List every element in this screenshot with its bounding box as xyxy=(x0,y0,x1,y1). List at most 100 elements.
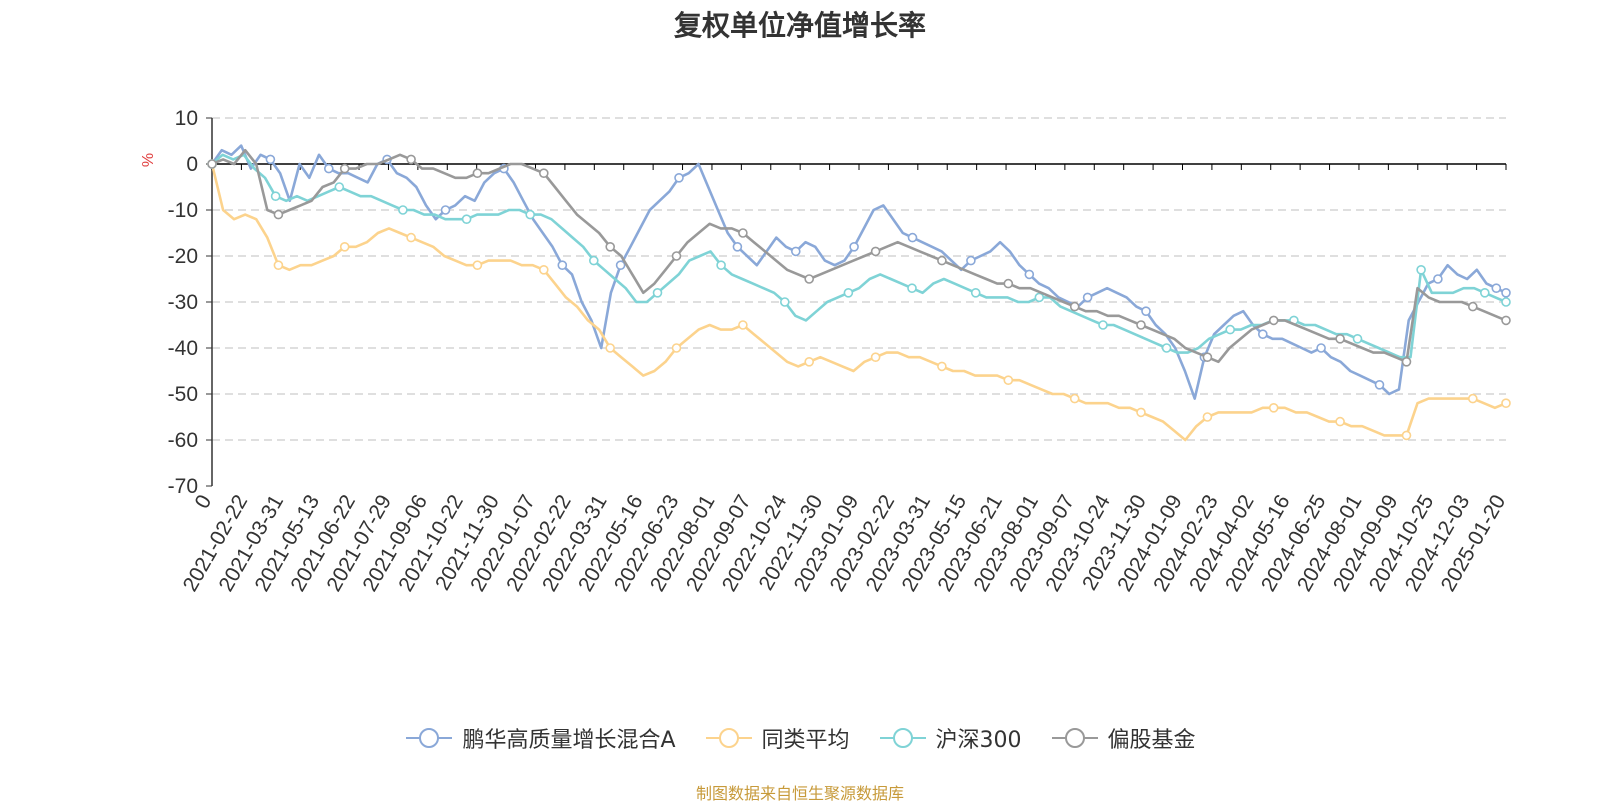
series-point xyxy=(966,255,976,266)
series-point xyxy=(1003,375,1014,386)
series-point xyxy=(1433,274,1443,284)
series-point xyxy=(870,246,881,257)
series-point xyxy=(406,232,416,243)
series-point xyxy=(804,356,815,367)
series-point xyxy=(1416,264,1426,275)
series-point xyxy=(1468,393,1478,404)
series-point xyxy=(843,287,854,298)
series-point xyxy=(1335,333,1345,344)
series-point xyxy=(334,182,345,192)
series-point xyxy=(738,320,748,330)
series-point xyxy=(1401,356,1412,367)
series-point xyxy=(671,251,682,261)
series-point xyxy=(1501,315,1511,326)
y-tick-label: -30 xyxy=(168,291,198,314)
series-point xyxy=(461,214,472,224)
y-tick-label: -40 xyxy=(168,337,198,360)
series-point xyxy=(1202,352,1213,363)
series-point xyxy=(1141,306,1151,317)
series-point xyxy=(273,260,284,271)
series-point xyxy=(1069,301,1080,312)
series-point xyxy=(1335,416,1345,427)
series-lines xyxy=(207,144,1511,442)
series-point xyxy=(907,232,918,243)
series-point xyxy=(1136,407,1146,418)
legend-item[interactable]: 沪深300 xyxy=(878,722,1022,754)
series-point xyxy=(937,361,947,372)
legend-item[interactable]: 偏股基金 xyxy=(1050,722,1196,754)
series-point xyxy=(732,242,743,252)
series-point xyxy=(1401,430,1412,441)
series-point xyxy=(849,242,859,252)
legend-swatch-icon xyxy=(406,728,453,748)
series-point xyxy=(937,255,947,266)
series-point xyxy=(779,297,790,307)
source-note: 制图数据来自恒生聚源数据库 xyxy=(695,784,904,803)
series-line xyxy=(210,163,1507,442)
legend-swatch-icon xyxy=(705,728,752,748)
series-point xyxy=(207,159,217,169)
y-tick-label: -10 xyxy=(168,199,198,222)
legend-label: 鹏华高质量增长混合A xyxy=(462,728,676,753)
series-point xyxy=(790,246,801,257)
series-point xyxy=(1258,329,1268,340)
legend-swatch-icon xyxy=(1051,728,1098,748)
series-point xyxy=(1202,412,1213,422)
series-point xyxy=(1501,287,1511,298)
y-tick-label: -20 xyxy=(168,245,198,268)
series-point xyxy=(1034,292,1045,303)
series-point xyxy=(605,242,616,252)
series-point xyxy=(1024,269,1035,280)
series-point xyxy=(1316,343,1326,353)
series-point xyxy=(588,255,599,266)
legend-item[interactable]: 同类平均 xyxy=(704,722,850,754)
chart-title: 复权单位净值增长率 xyxy=(673,9,926,42)
legend-label: 同类平均 xyxy=(761,728,850,753)
x-tick-label: 0 xyxy=(191,491,217,513)
series-point xyxy=(1225,324,1235,335)
series-point xyxy=(716,260,726,271)
series-point xyxy=(440,205,451,215)
series-point xyxy=(323,163,334,174)
series-point xyxy=(970,287,981,298)
series-point xyxy=(1268,402,1279,413)
axes xyxy=(206,117,1507,487)
y-axis-label: % xyxy=(140,153,157,167)
series-point xyxy=(406,154,416,165)
series-point xyxy=(907,283,917,294)
series-point xyxy=(1268,315,1279,326)
series-point xyxy=(525,209,536,220)
legend-label: 沪深300 xyxy=(935,728,1022,753)
series-point xyxy=(557,260,568,271)
legend: 鹏华高质量增长混合A 同类平均 沪深300 偏股基金 xyxy=(0,722,1600,754)
series-point xyxy=(339,242,350,252)
series-point xyxy=(1161,343,1172,353)
series-point xyxy=(273,209,284,220)
series-point xyxy=(339,163,350,174)
series-point xyxy=(1003,278,1014,289)
series-point xyxy=(265,154,276,165)
series-point xyxy=(472,260,483,271)
y-tick-label: -70 xyxy=(168,475,198,498)
x-tick-labels: 02021-02-222021-03-312021-05-132021-06-2… xyxy=(179,491,1511,596)
series-point xyxy=(1352,333,1363,344)
series-point xyxy=(1501,398,1511,409)
series-point xyxy=(652,287,663,298)
grid-lines xyxy=(212,117,1506,441)
series-point xyxy=(804,274,815,284)
legend-swatch-icon xyxy=(879,728,926,748)
series-point xyxy=(615,260,626,271)
series-point xyxy=(538,264,549,275)
legend-label: 偏股基金 xyxy=(1107,728,1196,753)
series-point xyxy=(870,352,881,363)
series-point xyxy=(1501,297,1511,307)
series-point xyxy=(472,168,483,178)
legend-item[interactable]: 鹏华高质量增长混合A xyxy=(404,722,676,754)
series-point xyxy=(1468,301,1478,312)
series-line xyxy=(211,148,1507,364)
y-tick-label: -60 xyxy=(168,429,198,452)
series-point xyxy=(1491,283,1502,294)
series-point xyxy=(1082,292,1093,303)
y-tick-label: -50 xyxy=(168,383,198,406)
